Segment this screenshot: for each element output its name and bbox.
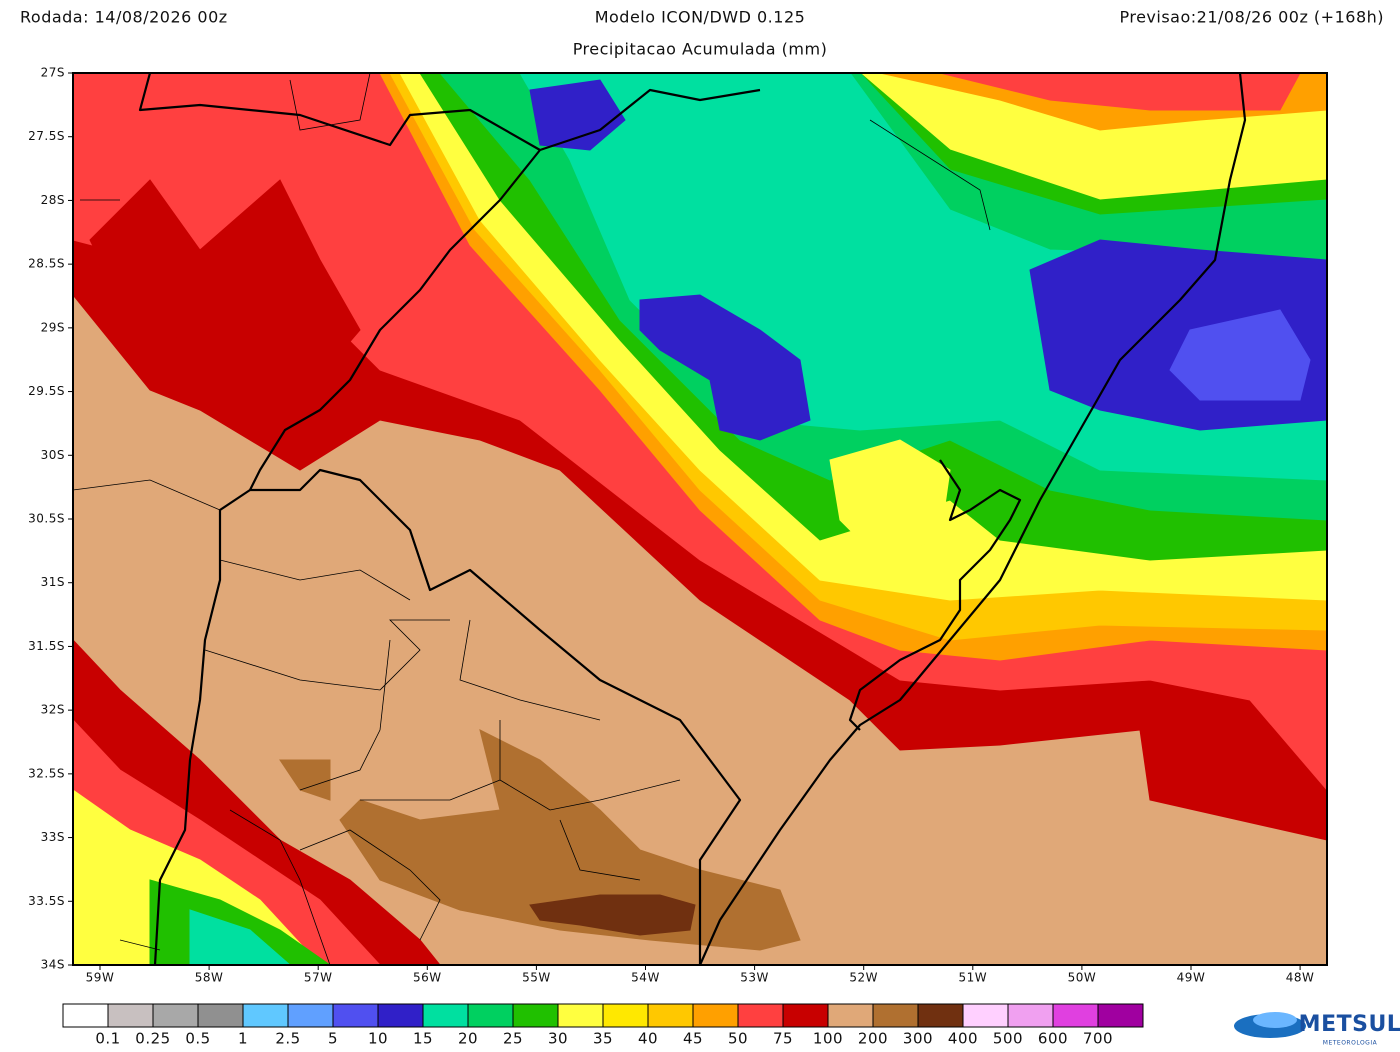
color-box: [1052, 1003, 1099, 1028]
color-box: [512, 1003, 559, 1028]
color-label: 100: [813, 1030, 843, 1048]
logo-name: METSUL: [1299, 1012, 1400, 1037]
color-box: [332, 1003, 379, 1028]
color-label: 15: [413, 1030, 433, 1048]
run-time: Rodada: 14/08/2026 00z: [20, 8, 228, 27]
lon-label: 59W: [86, 971, 115, 985]
lat-label: 32.5S: [28, 766, 65, 780]
lat-label: 31S: [41, 575, 65, 589]
lon-label: 55W: [522, 971, 551, 985]
product-name: Precipitacao Acumulada (mm): [573, 40, 828, 59]
colorbar: 0.1 0.25 0.5 1 2.5 5 10 15 20 25 30 35 40 45 50 75 100 20…: [62, 1003, 1144, 1048]
color-box: [557, 1003, 604, 1028]
color-box: [107, 1003, 154, 1028]
borders: [73, 73, 1247, 965]
lat-label: 27S: [41, 66, 65, 80]
lon-label: 51W: [958, 971, 987, 985]
logo-highlight: [1253, 1012, 1297, 1028]
lon-label: 48W: [1286, 971, 1315, 985]
color-box: [602, 1003, 649, 1028]
color-box: [62, 1003, 109, 1028]
precip-zone: [189, 909, 291, 965]
precip-zone: [639, 294, 811, 441]
lat-label: 28.5S: [28, 257, 65, 271]
color-label: 30: [548, 1030, 568, 1048]
precip-zone: [279, 759, 331, 801]
color-box: [197, 1003, 244, 1028]
lon-label: 50W: [1068, 971, 1097, 985]
color-label: 2.5: [275, 1030, 300, 1048]
precip-zone: [829, 439, 951, 561]
color-label: 0.5: [185, 1030, 210, 1048]
lon-label: 53W: [740, 971, 769, 985]
color-label: 500: [993, 1030, 1023, 1048]
color-label: 20: [458, 1030, 478, 1048]
color-label: 300: [903, 1030, 933, 1048]
color-box: [422, 1003, 469, 1028]
color-box: [692, 1003, 739, 1028]
color-label: 25: [503, 1030, 523, 1048]
color-label: 400: [948, 1030, 978, 1048]
precip-zone: [529, 894, 696, 936]
lat-label: 33S: [41, 830, 65, 844]
color-label: 5: [328, 1030, 338, 1048]
lat-label: 29S: [41, 320, 65, 334]
color-box: [152, 1003, 199, 1028]
lat-label: 30S: [41, 448, 65, 462]
color-box: [782, 1003, 829, 1028]
lon-label: 56W: [413, 971, 442, 985]
forecast-time: Previsao:21/08/26 00z (+168h): [1119, 8, 1384, 27]
lat-label: 31.5S: [28, 639, 65, 653]
color-box: [467, 1003, 514, 1028]
axes: 27S 27.5S 28S 28.5S 29S 29.5S 30S 30.5S 31S 31.5S…: [28, 66, 1314, 985]
color-label: 10: [368, 1030, 388, 1048]
color-box: [962, 1003, 1009, 1028]
precip-zone: [939, 73, 1301, 111]
color-label: 0.25: [135, 1030, 170, 1048]
color-label: 50: [728, 1030, 748, 1048]
color-label: 45: [683, 1030, 703, 1048]
precip-zone: [1169, 309, 1311, 401]
lon-label: 58W: [195, 971, 224, 985]
color-box: [377, 1003, 424, 1028]
color-label: 35: [593, 1030, 613, 1048]
lat-label: 33.5S: [28, 894, 65, 908]
precip-zone: [339, 729, 801, 951]
precip-zone: [529, 79, 626, 151]
color-box: [872, 1003, 919, 1028]
lon-label: 52W: [849, 971, 878, 985]
lat-label: 29.5S: [28, 384, 65, 398]
logo-subtitle: METEOROLOGIA: [1323, 1040, 1378, 1047]
precip-zone: [89, 179, 361, 401]
lon-label: 49W: [1177, 971, 1206, 985]
color-box: [1007, 1003, 1054, 1028]
color-label: 75: [773, 1030, 793, 1048]
color-box: [917, 1003, 964, 1028]
color-box: [287, 1003, 334, 1028]
color-box: [737, 1003, 784, 1028]
precip-field: [73, 73, 1327, 965]
lon-label: 54W: [631, 971, 660, 985]
color-box: [827, 1003, 874, 1028]
lon-label: 57W: [304, 971, 333, 985]
lat-label: 34S: [41, 958, 65, 972]
model-name: Modelo ICON/DWD 0.125: [595, 8, 806, 27]
lat-label: 32S: [41, 703, 65, 717]
lat-label: 28S: [41, 193, 65, 207]
color-label: 1: [238, 1030, 248, 1048]
color-box: [242, 1003, 289, 1028]
color-label: 700: [1083, 1030, 1113, 1048]
logo: METSUL METEOROLOGIA: [1234, 1012, 1400, 1047]
color-label: 600: [1038, 1030, 1068, 1048]
color-box: [647, 1003, 694, 1028]
lat-label: 27.5S: [28, 129, 65, 143]
color-box: [1097, 1003, 1144, 1028]
color-label: 40: [638, 1030, 658, 1048]
color-label: 0.1: [95, 1030, 120, 1048]
lat-label: 30.5S: [28, 512, 65, 526]
color-label: 200: [858, 1030, 888, 1048]
